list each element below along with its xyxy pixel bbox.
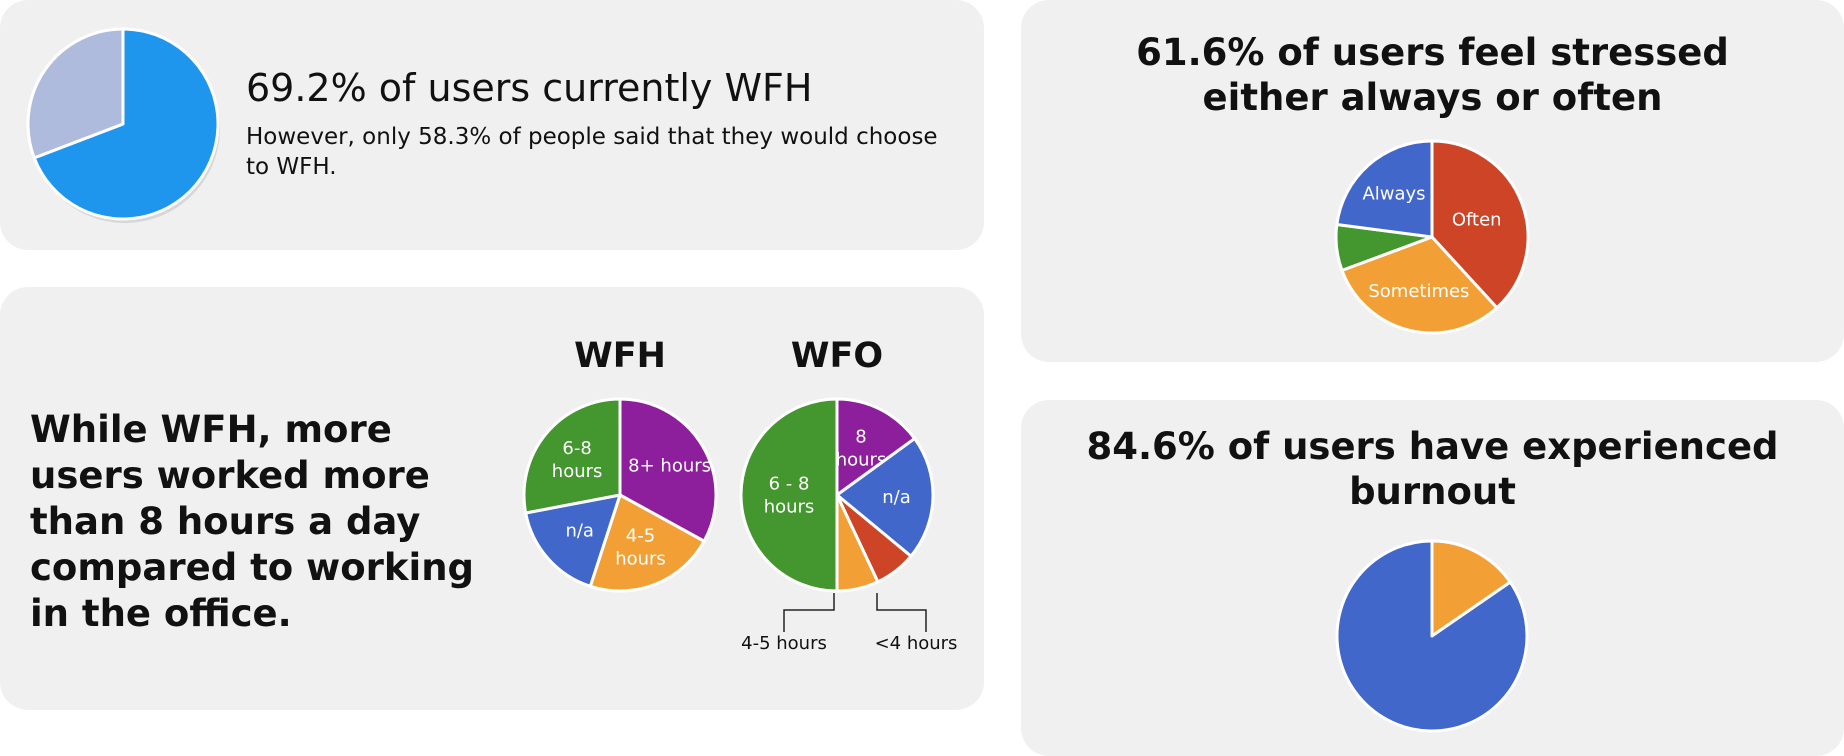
wfh-hours-slice-4-5-hours — [588, 493, 706, 593]
wfh-hours-slice-n-a — [524, 493, 622, 588]
callout-line-under-4-hours — [876, 593, 927, 632]
wfo-hours-label-n-a: n/a — [882, 487, 911, 508]
wfh-hours-slice-8-hours — [618, 397, 718, 543]
wfh-share-subtitle: However, only 58.3% of people said that … — [246, 124, 938, 180]
work-hours-card: While WFH, more users worked more than 8… — [0, 287, 984, 710]
wfh-share-slice-0 — [32, 27, 220, 221]
burnout-slice-1 — [1335, 539, 1529, 733]
wfh-share-slice-1 — [26, 27, 125, 160]
wfh-share-title: 69.2% of users currently WFH — [246, 66, 813, 110]
burnout-title: 84.6% of users have experienced burnout — [1086, 425, 1779, 513]
wfh-share-pie-chart — [26, 27, 220, 223]
stress-label-always: Always — [1362, 184, 1425, 205]
wfo-hours-slice-6-8-hours — [739, 397, 839, 593]
wfo-hours-label-6-8-hours: 6 - 8 hours — [764, 474, 815, 518]
stress-title: 61.6% of users feel stressed either alwa… — [1136, 31, 1729, 119]
work-hours-pie-charts: WFH WFO 8+ hours 4-5 hours n/a 6-8 hours 8 hou… — [522, 336, 958, 654]
wfh-hours-label-4-5-hours: 4-5 hours — [615, 525, 666, 569]
callout-label-4-5-hours: 4-5 hours — [741, 633, 827, 654]
wfh-hours-label-6-8-hours: 6-8 hours — [552, 438, 603, 482]
stress-pie-chart: Often Sometimes Always — [1334, 139, 1530, 335]
wfh-pie-title: WFH — [574, 336, 666, 376]
wfh-share-card: 69.2% of users currently WFH However, on… — [0, 0, 984, 250]
wfh-hours-label-n-a: n/a — [565, 521, 594, 542]
callout-line-4-5-hours — [783, 593, 835, 632]
work-hours-title: While WFH, more users worked more than 8… — [30, 408, 475, 635]
wfo-hours-slice-8-hours — [835, 397, 917, 497]
callout-label-under-4-hours: <4 hours — [875, 633, 958, 654]
stress-slice-often — [1430, 139, 1530, 310]
wfh-hours-label-8-hours: 8+ hours — [628, 456, 711, 477]
stress-slice-sometimes — [1340, 235, 1499, 335]
wfo-hours-slice-n-a — [835, 437, 935, 558]
stress-label-sometimes: Sometimes — [1368, 281, 1469, 302]
stress-card: 61.6% of users feel stressed either alwa… — [1021, 0, 1844, 362]
wfo-pie-title: WFO — [791, 336, 883, 376]
stress-label-often: Often — [1452, 210, 1502, 231]
burnout-slice-0 — [1430, 539, 1512, 638]
wfh-hours-slice-6-8-hours — [522, 397, 622, 515]
stress-slice-always — [1335, 139, 1434, 239]
burnout-pie-chart — [1335, 539, 1529, 733]
wfo-hours-label-8-hours: 8 hours — [836, 427, 887, 471]
burnout-card: 84.6% of users have experienced burnout — [1021, 400, 1844, 756]
